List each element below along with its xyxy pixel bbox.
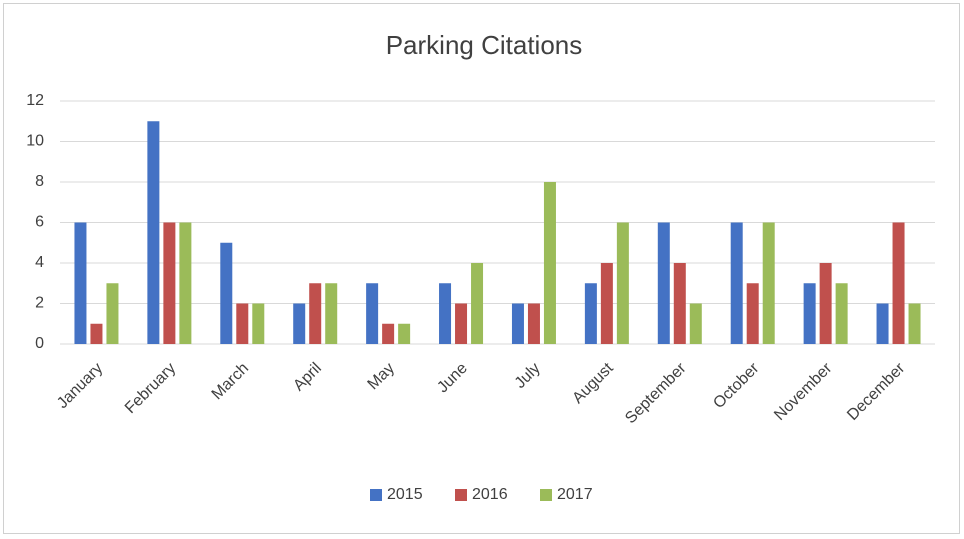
bar <box>600 263 613 344</box>
bar <box>439 283 452 344</box>
y-tick-label: 8 <box>35 173 44 190</box>
bar <box>471 263 484 344</box>
y-tick-label: 0 <box>35 335 44 352</box>
chart-title: Parking Citations <box>386 30 583 60</box>
bar <box>673 263 686 344</box>
bar <box>220 242 233 344</box>
bar <box>455 303 468 344</box>
legend-label: 2016 <box>472 486 508 503</box>
bar <box>382 323 395 344</box>
bar <box>908 303 921 344</box>
bar <box>398 323 411 344</box>
bar <box>819 263 832 344</box>
bar <box>746 283 759 344</box>
bar <box>762 222 775 344</box>
y-tick-label: 10 <box>26 133 44 150</box>
legend-swatch <box>540 489 552 501</box>
bar <box>236 303 249 344</box>
bar <box>309 283 322 344</box>
bar <box>657 222 670 344</box>
bar <box>876 303 889 344</box>
bar <box>730 222 743 344</box>
bar <box>527 303 540 344</box>
y-tick-label: 6 <box>35 214 44 231</box>
bar <box>543 182 556 344</box>
legend-label: 2015 <box>387 486 423 503</box>
bar <box>584 283 597 344</box>
bar <box>147 121 160 344</box>
bar <box>325 283 338 344</box>
legend-swatch <box>455 489 467 501</box>
bar <box>106 283 119 344</box>
bar <box>179 222 192 344</box>
legend-label: 2017 <box>557 486 593 503</box>
bar <box>366 283 379 344</box>
bar <box>892 222 905 344</box>
bar <box>163 222 176 344</box>
bar <box>835 283 848 344</box>
y-tick-label: 2 <box>35 295 44 312</box>
bar <box>511 303 524 344</box>
y-tick-label: 4 <box>35 254 44 271</box>
bar <box>689 303 702 344</box>
bar <box>90 323 103 344</box>
bar <box>616 222 629 344</box>
bar <box>74 222 87 344</box>
legend-swatch <box>370 489 382 501</box>
bar <box>803 283 816 344</box>
y-tick-label: 12 <box>26 92 44 109</box>
bar <box>252 303 265 344</box>
bar <box>293 303 306 344</box>
